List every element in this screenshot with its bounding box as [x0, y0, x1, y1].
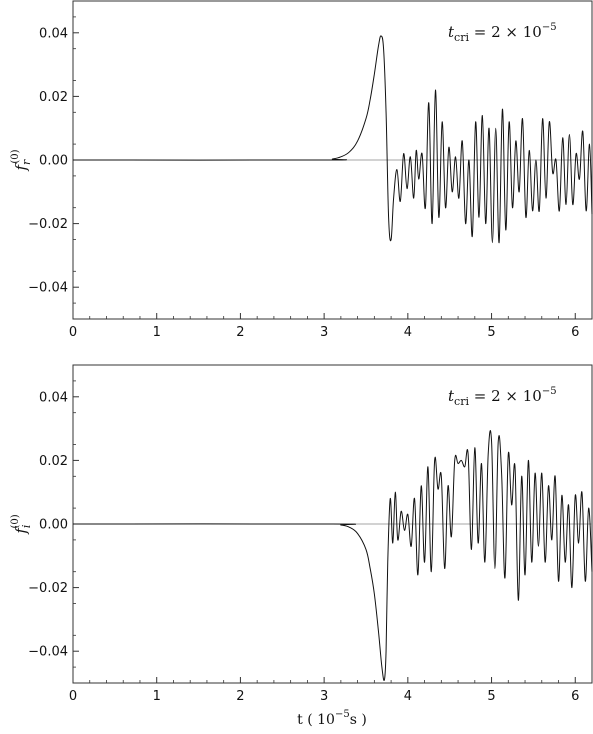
y-tick-label: 0.00 [39, 518, 68, 533]
y-tick-label: −0.04 [28, 645, 68, 660]
x-tick-label: 3 [320, 325, 328, 340]
axis-ticks: 0 1 2 3 4 5 6 −0.04 −0.02 0.00 0.02 0.04 [28, 380, 593, 704]
x-tick-label: 5 [487, 689, 495, 704]
x-tick-label: 3 [320, 689, 328, 704]
x-axis-label: t ( 10−5s ) [297, 709, 367, 728]
bottom-panel: 0 1 2 3 4 5 6 −0.04 −0.02 0.00 0.02 0.04 fi(0) tcri… [10, 364, 593, 728]
series-line [72, 430, 593, 681]
x-tick-label: 2 [236, 689, 244, 704]
y-tick-label: 0.02 [39, 90, 68, 105]
x-tick-label: 0 [69, 689, 77, 704]
top-panel: 0 1 2 3 4 5 6 −0.04 −0.02 0.00 0.02 0.04 fr(0) tcri… [10, 0, 593, 340]
x-tick-label: 6 [571, 325, 579, 340]
x-tick-label: 6 [571, 689, 579, 704]
series-line [72, 35, 593, 244]
y-tick-label: 0.02 [39, 454, 68, 469]
x-tick-label: 1 [153, 325, 161, 340]
critical-time-annotation: tcri = 2 × 10−5 [448, 386, 557, 408]
x-tick-label: 2 [236, 325, 244, 340]
y-tick-label: −0.04 [28, 281, 68, 296]
x-tick-label: 5 [487, 325, 495, 340]
critical-time-annotation: tcri = 2 × 10−5 [448, 22, 557, 44]
y-tick-label: −0.02 [28, 217, 68, 232]
x-tick-label: 4 [404, 689, 412, 704]
x-tick-label: 4 [404, 325, 412, 340]
y-tick-label: 0.04 [39, 26, 68, 41]
x-tick-label: 0 [69, 325, 77, 340]
x-tick-label: 1 [153, 689, 161, 704]
y-tick-label: −0.02 [28, 581, 68, 596]
axis-ticks: 0 1 2 3 4 5 6 −0.04 −0.02 0.00 0.02 0.04 [28, 16, 593, 340]
y-tick-label: 0.04 [39, 390, 68, 405]
y-axis-label: fr(0) [10, 149, 33, 171]
y-axis-label: fi(0) [10, 514, 33, 534]
y-tick-label: 0.00 [39, 154, 68, 169]
